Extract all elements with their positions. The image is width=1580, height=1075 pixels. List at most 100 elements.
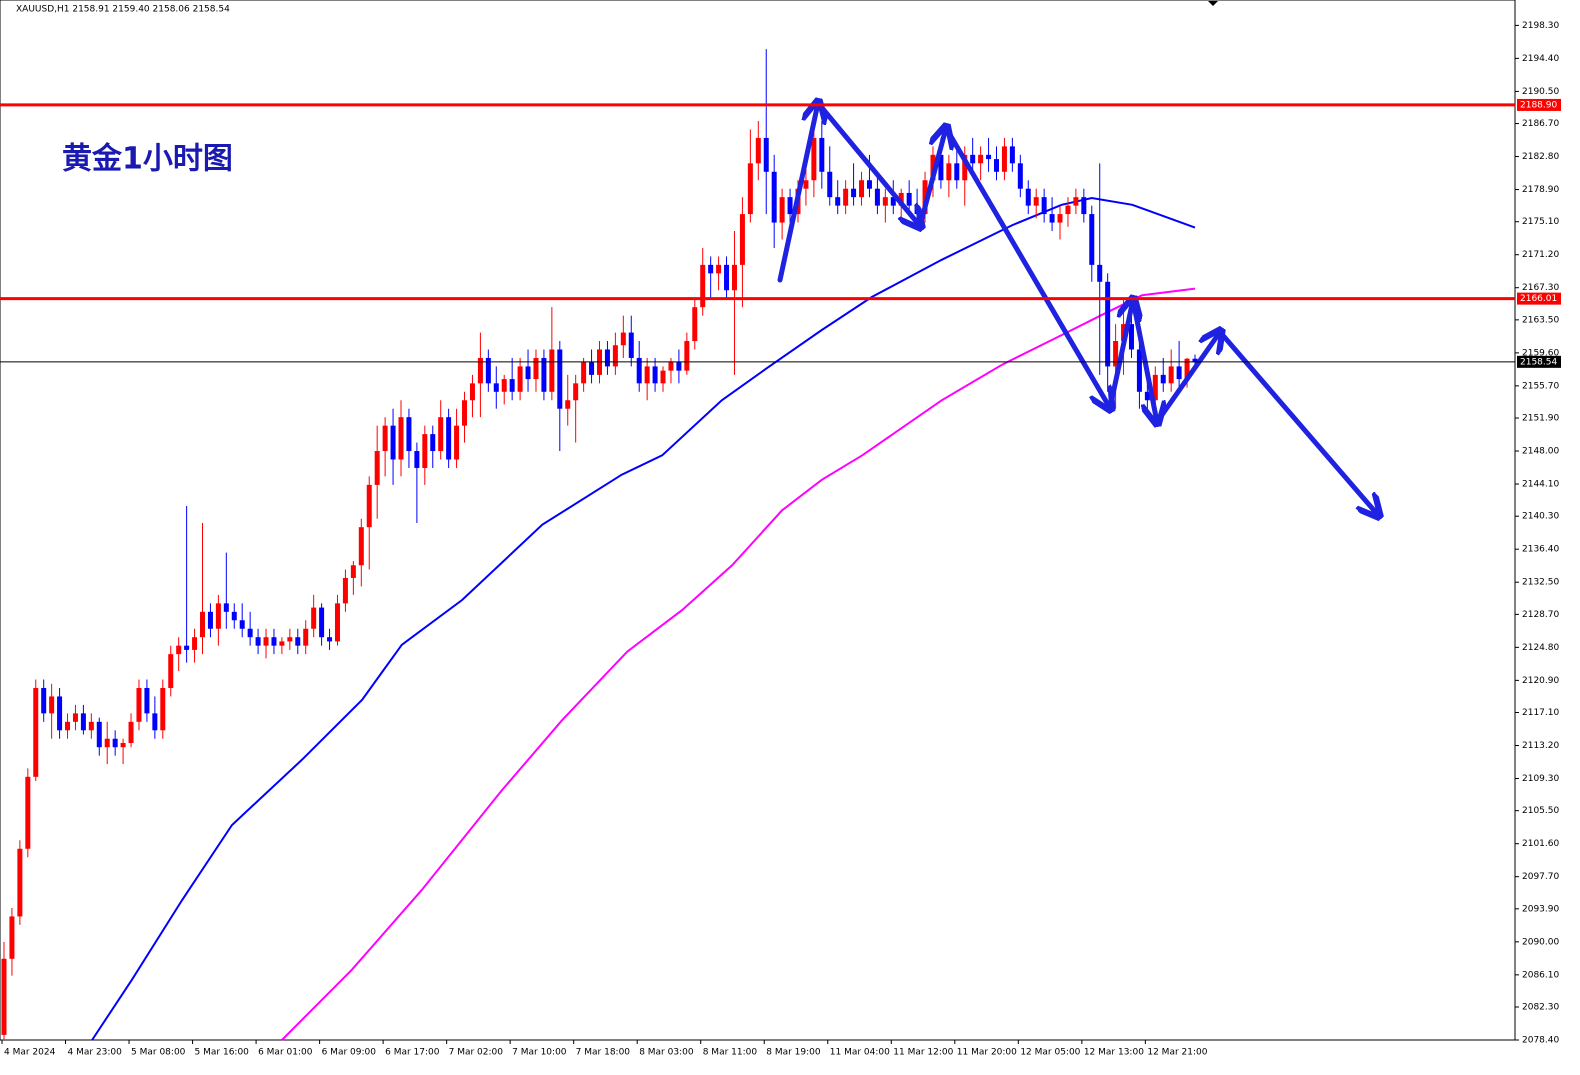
candle-body <box>469 383 475 401</box>
y-tick-label: 2155.70 <box>1522 381 1559 391</box>
y-tick-label: 2090.00 <box>1522 937 1559 947</box>
price-tag-label: 2188.90 <box>1520 100 1557 110</box>
candle-body <box>255 637 261 646</box>
candle-body <box>1192 358 1198 362</box>
x-tick-label: 6 Mar 01:00 <box>258 1048 313 1058</box>
candle-body <box>358 527 364 566</box>
candle-body <box>620 332 626 346</box>
candle-body <box>422 434 428 468</box>
candle-body <box>978 154 984 164</box>
candle-body <box>612 345 618 367</box>
candle-body <box>128 721 134 743</box>
candle-body <box>1089 214 1095 265</box>
candle-body <box>215 603 221 629</box>
candle-body <box>350 565 356 578</box>
y-tick-label: 2178.90 <box>1522 185 1559 195</box>
y-tick-label: 2163.50 <box>1522 315 1559 325</box>
candle-body <box>1097 264 1103 282</box>
x-tick-label: 12 Mar 05:00 <box>1020 1048 1080 1058</box>
candle-body <box>398 417 404 460</box>
candle-body <box>994 159 999 172</box>
candle-body <box>247 628 253 638</box>
candle-body <box>517 366 523 392</box>
plot-frame <box>0 0 1516 1041</box>
candle-body <box>636 357 642 384</box>
candle-body <box>708 264 714 274</box>
candle-body <box>160 687 166 731</box>
candle-body <box>1041 197 1047 215</box>
y-tick-label: 2097.70 <box>1522 872 1559 882</box>
candle-body <box>192 637 198 650</box>
candle-body <box>938 154 944 181</box>
candle-body <box>1105 281 1111 367</box>
y-tick-label: 2132.50 <box>1522 578 1559 588</box>
y-tick-label: 2186.70 <box>1522 119 1559 129</box>
candle-body <box>1152 374 1158 401</box>
candle-body <box>430 434 436 452</box>
candle-body <box>446 417 452 460</box>
candle-body <box>970 154 976 164</box>
candle-body <box>763 137 769 172</box>
candle-body <box>406 417 412 452</box>
price-tag <box>1517 98 1561 111</box>
candle-body <box>438 417 444 452</box>
y-tick-label: 2151.90 <box>1522 414 1559 424</box>
candle-body <box>573 383 579 401</box>
candle-body <box>1176 366 1182 380</box>
candle-body <box>366 484 372 528</box>
candle-body <box>906 192 912 206</box>
arrow <box>1154 332 1220 425</box>
candle-body <box>104 738 110 748</box>
candle-body <box>668 362 674 371</box>
arrow <box>1217 329 1378 515</box>
candle-body <box>843 188 849 206</box>
y-tick-label: 2190.50 <box>1522 87 1559 97</box>
chart-header: XAUUSD,H1 2158.91 2159.40 2158.06 2158.5… <box>16 5 230 15</box>
x-tick-label: 8 Mar 11:00 <box>703 1048 758 1058</box>
candle-body <box>382 425 388 452</box>
candle-body <box>866 180 872 189</box>
candle-body <box>17 848 23 917</box>
price-tag-label: 2158.54 <box>1520 357 1557 367</box>
candle-body <box>1 958 7 1035</box>
y-tick-label: 2082.30 <box>1522 1002 1559 1012</box>
candle-body <box>890 197 896 206</box>
candle-body <box>263 637 269 646</box>
candle-body <box>207 611 213 629</box>
candle-body <box>589 362 595 375</box>
candle-body <box>279 641 285 646</box>
candle-body <box>72 713 78 722</box>
candle-body <box>819 137 825 172</box>
candle-body <box>112 738 118 748</box>
y-tick-label: 2182.80 <box>1522 152 1559 162</box>
candle-body <box>485 357 491 384</box>
candle-body <box>414 451 420 468</box>
candle-body <box>922 180 928 215</box>
candle-body <box>1081 197 1087 215</box>
candle-body <box>374 451 380 485</box>
x-tick-label: 12 Mar 21:00 <box>1147 1048 1207 1058</box>
candle-body <box>724 264 730 291</box>
x-tick-label: 8 Mar 19:00 <box>766 1048 821 1058</box>
candle-body <box>1017 163 1023 189</box>
candle-body <box>859 180 865 198</box>
x-tick-label: 5 Mar 16:00 <box>195 1048 250 1058</box>
price-tag-label: 2166.01 <box>1520 294 1557 304</box>
y-tick-label: 2109.30 <box>1522 774 1559 784</box>
x-tick-label: 12 Mar 13:00 <box>1084 1048 1144 1058</box>
candle-body <box>65 721 71 731</box>
candle-body <box>1025 188 1031 206</box>
candle-body <box>49 696 55 714</box>
candle-body <box>898 192 904 206</box>
arrow <box>917 128 946 229</box>
candle-body <box>462 400 468 426</box>
y-tick-label: 2086.10 <box>1522 970 1559 980</box>
candle-body <box>692 307 698 342</box>
candle-body <box>914 205 920 215</box>
candle-body <box>390 425 396 460</box>
candle-body <box>287 637 293 642</box>
candle-body <box>1049 214 1055 223</box>
candle-body <box>747 163 753 215</box>
shift-marker <box>1208 1 1218 6</box>
